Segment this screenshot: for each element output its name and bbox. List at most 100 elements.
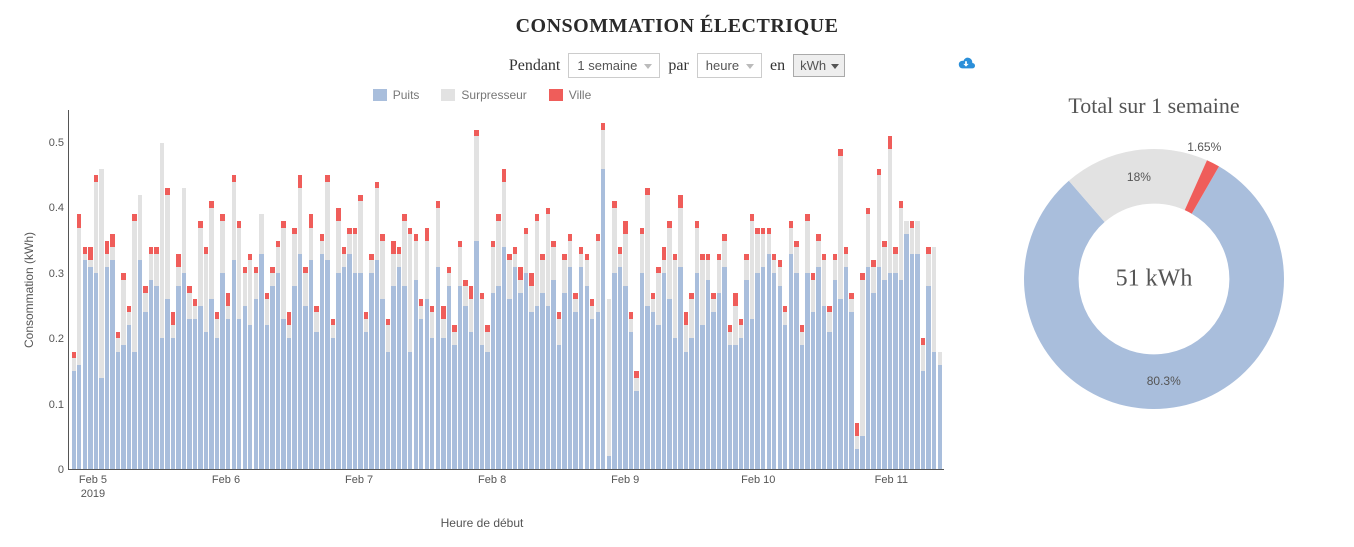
bar-segment xyxy=(220,273,224,469)
bar-segment xyxy=(425,241,429,300)
legend-item[interactable]: Puits xyxy=(373,88,420,102)
bar-slot[interactable] xyxy=(937,110,943,469)
bar-segment xyxy=(160,143,164,339)
bar-segment xyxy=(441,319,445,339)
bar-segment xyxy=(320,241,324,254)
bar-segment xyxy=(187,286,191,293)
legend-item[interactable]: Ville xyxy=(549,88,591,102)
bar-segment xyxy=(281,228,285,319)
bar-segment xyxy=(711,293,715,300)
bar-segment xyxy=(77,365,81,469)
bar-segment xyxy=(176,254,180,267)
bar-segment xyxy=(811,273,815,280)
bar-segment xyxy=(265,299,269,325)
bar-segment xyxy=(176,286,180,469)
bar-segment xyxy=(88,260,92,267)
bar-segment xyxy=(717,254,721,261)
bar-segment xyxy=(375,182,379,189)
bar-segment xyxy=(436,201,440,208)
bar-segment xyxy=(358,273,362,469)
bar-segment xyxy=(298,175,302,188)
bar-segment xyxy=(132,214,136,221)
bar-segment xyxy=(513,247,517,254)
bar-segment xyxy=(590,299,594,306)
bar-segment xyxy=(265,293,269,300)
download-icon[interactable] xyxy=(955,54,977,77)
x-axis-label: Heure de début xyxy=(20,516,944,530)
bar-segment xyxy=(551,247,555,280)
bar-segment xyxy=(695,228,699,274)
chart-legend: Puits Surpresseur Ville xyxy=(20,88,944,102)
bar-segment xyxy=(502,169,506,182)
bar-segment xyxy=(882,241,886,248)
bar-segment xyxy=(871,260,875,267)
bar-segment xyxy=(728,332,732,345)
donut-wrap[interactable]: 51 kWh 80.3%18%1.65% xyxy=(1004,129,1304,429)
legend-swatch xyxy=(373,89,387,101)
donut-slice-label: 80.3% xyxy=(1147,374,1181,388)
par-select[interactable]: heure xyxy=(697,53,762,78)
bar-segment xyxy=(772,273,776,469)
bar-segment xyxy=(695,273,699,469)
bar-segment xyxy=(469,332,473,469)
bar-segment xyxy=(463,306,467,469)
bar-segment xyxy=(397,254,401,267)
bar-segment xyxy=(215,319,219,339)
bar-segment xyxy=(800,345,804,469)
pendant-value: 1 semaine xyxy=(577,58,637,73)
bar-segment xyxy=(215,338,219,469)
bar-segment xyxy=(198,306,202,469)
bar-segment xyxy=(386,325,390,351)
bar-segment xyxy=(391,254,395,287)
bar-segment xyxy=(816,267,820,469)
plot-area[interactable] xyxy=(68,110,944,470)
bar-segment xyxy=(866,214,870,266)
bar-segment xyxy=(165,195,169,299)
bar-segment xyxy=(540,254,544,261)
bar-segment xyxy=(347,234,351,254)
bar-segment xyxy=(518,293,522,469)
bar-segment xyxy=(728,345,732,469)
legend-label: Ville xyxy=(569,88,591,102)
en-select[interactable]: kWh xyxy=(793,54,845,77)
bar-segment xyxy=(706,254,710,261)
bar-segment xyxy=(590,306,594,319)
bar-segment xyxy=(618,247,622,254)
bar-segment xyxy=(353,228,357,235)
bar-segment xyxy=(640,228,644,235)
bar-segment xyxy=(187,319,191,469)
bar-segment xyxy=(336,221,340,273)
bar-segment xyxy=(833,254,837,261)
bar-segment xyxy=(640,273,644,469)
bar-segment xyxy=(761,267,765,469)
bar-segment xyxy=(662,260,666,273)
bar-segment xyxy=(309,228,313,261)
bar-segment xyxy=(915,254,919,469)
y-axis-label: Consommation (kWh) xyxy=(20,110,38,470)
bar-segment xyxy=(143,312,147,469)
bar-segment xyxy=(314,312,318,332)
legend-item[interactable]: Surpresseur xyxy=(441,88,526,102)
bar-segment xyxy=(259,214,263,253)
bar-segment xyxy=(369,254,373,261)
bar-segment xyxy=(386,319,390,326)
bar-segment xyxy=(634,378,638,391)
bar-segment xyxy=(259,254,263,469)
bar-segment xyxy=(276,241,280,248)
bar-segment xyxy=(629,332,633,469)
bar-segment xyxy=(744,260,748,280)
bar-segment xyxy=(656,267,660,274)
bar-segment xyxy=(667,299,671,469)
pendant-select[interactable]: 1 semaine xyxy=(568,53,660,78)
bar-segment xyxy=(425,299,429,469)
bar-segment xyxy=(921,345,925,371)
bar-segment xyxy=(430,306,434,313)
bar-segment xyxy=(325,260,329,469)
bar-segment xyxy=(618,254,622,267)
bar-segment xyxy=(596,234,600,241)
donut-chart: Total sur 1 semaine 51 kWh 80.3%18%1.65% xyxy=(974,88,1334,429)
bar-segment xyxy=(132,352,136,469)
bar-segment xyxy=(469,286,473,299)
bar-segment xyxy=(358,195,362,202)
bar-segment xyxy=(447,273,451,286)
